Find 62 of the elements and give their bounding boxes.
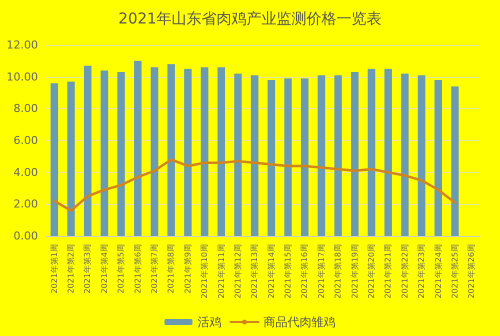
y-tick-label: 6.00 [14, 134, 38, 147]
x-tick-label: 2021年第2周 [66, 244, 76, 294]
x-tick-label: 2021年第20周 [367, 244, 376, 299]
y-tick-label: 2.00 [14, 198, 38, 211]
legend-label: 活鸡 [198, 315, 222, 329]
y-tick-label: 8.00 [14, 102, 38, 116]
x-tick-label: 2021年第10周 [200, 244, 210, 299]
x-tick-label: 2021年第1周 [50, 244, 59, 294]
bar [451, 86, 459, 236]
x-tick-label: 2021年第7周 [150, 244, 159, 294]
bar [418, 75, 426, 236]
bar [184, 68, 192, 236]
bar [351, 72, 359, 236]
y-tick-label: 12.00 [6, 38, 38, 52]
x-tick-label: 2021年第19周 [350, 244, 360, 299]
bar [218, 67, 226, 236]
x-tick-label: 2021年第5周 [116, 244, 126, 294]
x-tick-label: 2021年第24周 [434, 244, 443, 299]
bar [167, 64, 175, 236]
bar [284, 78, 292, 236]
legend-label: 商品代肉雏鸡 [264, 315, 336, 329]
x-tick-label: 2021年第22周 [400, 244, 410, 299]
y-tick-label: 4.00 [14, 166, 38, 179]
bar [268, 80, 276, 236]
chart-title: 2021年山东省肉鸡产业监测价格一览表 [118, 10, 382, 28]
x-tick-label: 2021年第21周 [384, 244, 393, 299]
x-tick-label: 2021年第14周 [266, 244, 276, 299]
bar [84, 66, 92, 236]
bar [134, 60, 142, 236]
x-tick-label: 2021年第13周 [250, 244, 260, 299]
bar [300, 78, 308, 236]
bar [67, 82, 75, 236]
bar [434, 80, 442, 236]
line-series [53, 158, 456, 212]
x-tick-label: 2021年第26周 [467, 244, 476, 299]
bar [318, 75, 326, 236]
bar [150, 67, 158, 236]
bar [117, 72, 125, 236]
bar [384, 68, 392, 236]
bar [50, 83, 58, 236]
x-tick-label: 2021年第16周 [300, 244, 310, 299]
x-tick-label: 2021年第23周 [417, 244, 426, 299]
x-tick-label: 2021年第11周 [216, 244, 226, 299]
x-tick-label: 2021年第8周 [166, 244, 176, 294]
x-tick-label: 2021年第18周 [334, 244, 343, 299]
bar [234, 74, 242, 236]
x-tick-label: 2021年第4周 [100, 244, 109, 294]
bar [200, 67, 208, 236]
bar [334, 75, 342, 236]
bar [250, 75, 258, 236]
y-tick-label: 0.00 [14, 230, 38, 242]
x-tick-label: 2021年第3周 [83, 244, 92, 294]
x-tick-label: 2021年第17周 [316, 244, 326, 299]
x-tick-label: 2021年第6周 [133, 244, 142, 294]
x-tick-label: 2021年第25周 [450, 244, 460, 299]
x-tick-label: 2021年第12周 [233, 244, 242, 299]
y-tick-label: 10.00 [6, 70, 38, 84]
bar [368, 68, 376, 236]
bar [401, 74, 409, 236]
x-tick-label: 2021年第15周 [284, 244, 293, 299]
x-tick-label: 2021年第9周 [183, 244, 192, 294]
bar [100, 70, 108, 236]
